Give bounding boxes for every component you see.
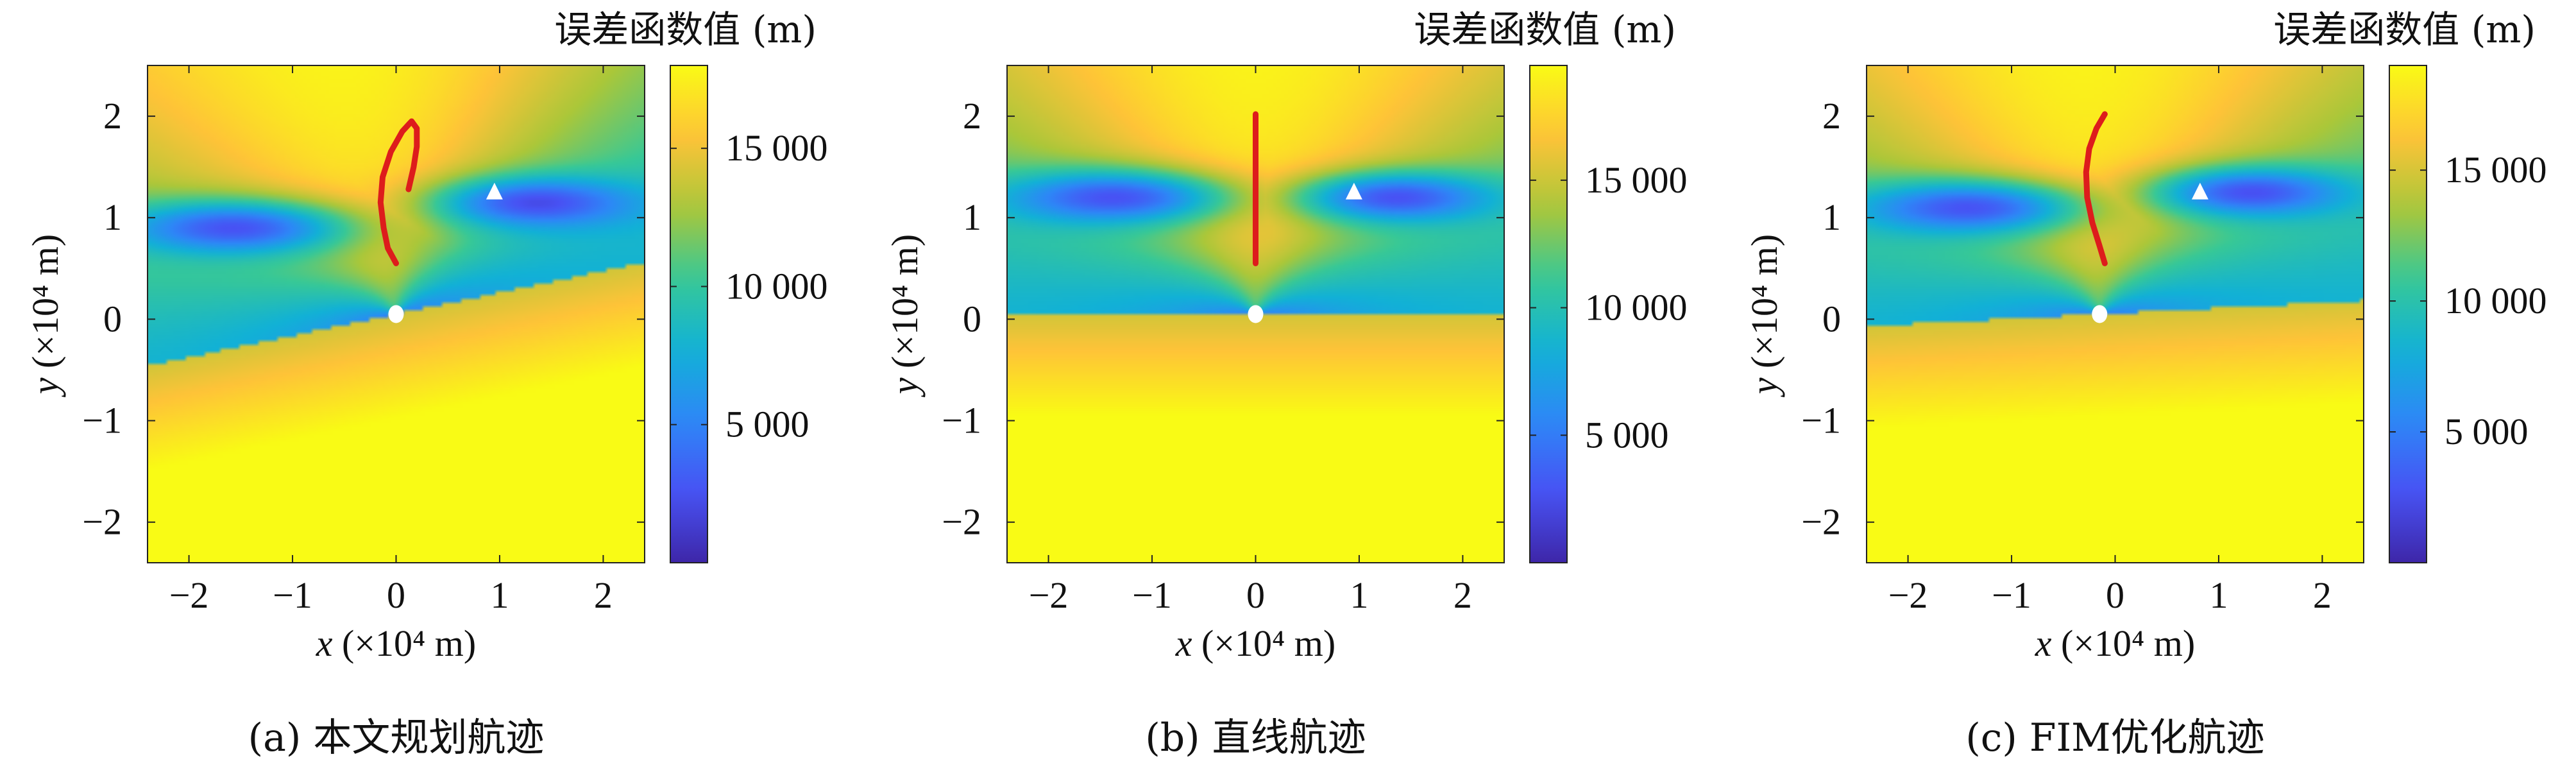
x-tick-label: −1 [273, 574, 312, 616]
colorbar-title: 误差函数值 (m) [1414, 8, 1676, 51]
colorbar-tick-label: 15 000 [1585, 159, 1688, 201]
colorbar-tick-label: 5 000 [2445, 411, 2529, 452]
trajectory-line [377, 118, 420, 266]
target-marker [486, 182, 503, 200]
y-tick-label: 2 [103, 95, 122, 137]
y-tick-label: 0 [963, 298, 981, 339]
x-tick-label: −1 [1992, 574, 2031, 616]
start-point-marker [388, 305, 404, 323]
y-tick-label: 1 [963, 196, 981, 238]
y-tick-label: 1 [1822, 196, 1841, 238]
subplot-caption: (c) FIM优化航迹 [1965, 715, 2264, 760]
colorbar-title: 误差函数值 (m) [554, 8, 817, 51]
target-marker [2191, 182, 2208, 200]
colorbar-tick-label: 10 000 [2445, 280, 2547, 321]
start-point-marker [1248, 305, 1264, 323]
y-axis-label: y (×10⁴ m) [1743, 234, 1785, 397]
y-tick-label: 2 [963, 95, 981, 137]
y-tick-label: 1 [103, 196, 122, 238]
x-tick-label: 2 [1453, 574, 1472, 616]
x-axis-label: x (×10⁴ m) [316, 622, 476, 664]
x-tick-label: −2 [1029, 574, 1069, 616]
colorbar-tick-label: 10 000 [725, 265, 828, 307]
x-tick-label: −2 [1888, 574, 1928, 616]
colorbar-tick-label: 15 000 [2445, 149, 2547, 191]
colorbar-tick-label: 5 000 [725, 404, 809, 445]
y-axis-label: y (×10⁴ m) [884, 234, 926, 397]
x-axis-label: x (×10⁴ m) [2035, 622, 2195, 664]
subplot-caption: (b) 直线航迹 [1145, 715, 1366, 760]
x-axis-label: x (×10⁴ m) [1175, 622, 1335, 664]
y-tick-label: −1 [82, 400, 122, 441]
x-tick-label: 1 [2209, 574, 2228, 616]
x-tick-label: 2 [594, 574, 613, 616]
y-tick-label: 0 [1822, 298, 1841, 339]
y-tick-label: −1 [1801, 400, 1841, 441]
colorbar [1529, 65, 1568, 563]
colorbar [2389, 65, 2427, 563]
y-tick-label: −2 [82, 501, 122, 543]
x-tick-label: 1 [490, 574, 509, 616]
colorbar [670, 65, 708, 563]
y-tick-label: 0 [103, 298, 122, 339]
target-marker [1345, 182, 1362, 200]
subplot-b: −2 −1 0 1 2 −2 −1 0 1 2 x (×10⁴ m) y (×10⁴ m) 5 000 1… [884, 8, 1688, 760]
y-tick-label: −1 [942, 400, 981, 441]
x-tick-label: 0 [387, 574, 405, 616]
subplot-caption: (a) 本文规划航迹 [248, 715, 545, 760]
subplot-c: −2 −1 0 1 2 −2 −1 0 1 2 x (×10⁴ m) y (×10⁴ m) 5 000 1… [1743, 8, 2547, 760]
colorbar-tick-label: 15 000 [725, 127, 828, 169]
subplot-a: −2 −1 0 1 2 −2 −1 0 1 2 x (×10⁴ m) y (×10⁴ m) 5 000 1… [24, 8, 828, 760]
x-tick-label: 1 [1350, 574, 1368, 616]
x-tick-label: 2 [2313, 574, 2332, 616]
error-heatmap [1867, 65, 2364, 563]
y-tick-label: −2 [942, 501, 981, 543]
colorbar-title: 误差函数值 (m) [2273, 8, 2536, 51]
start-point-marker [2092, 305, 2108, 323]
y-axis-label: y (×10⁴ m) [24, 234, 66, 397]
x-tick-label: 0 [1246, 574, 1265, 616]
y-tick-label: 2 [1822, 95, 1841, 137]
x-tick-label: −2 [169, 574, 209, 616]
colorbar-tick-label: 5 000 [1585, 414, 1669, 456]
x-tick-label: 0 [2106, 574, 2124, 616]
y-tick-label: −2 [1801, 501, 1841, 543]
colorbar-tick-label: 10 000 [1585, 287, 1688, 329]
trajectory-line [2083, 111, 2108, 266]
x-tick-label: −1 [1132, 574, 1172, 616]
